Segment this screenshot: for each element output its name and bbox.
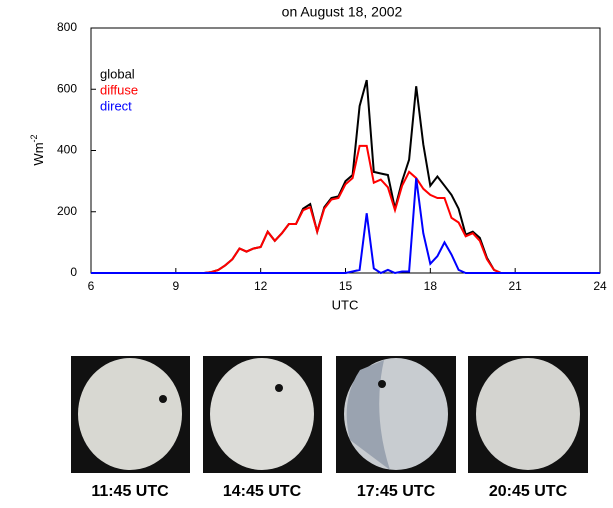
- y-tick-label: 800: [57, 20, 77, 34]
- sun-shade: [159, 395, 167, 403]
- y-tick-label: 200: [57, 204, 77, 218]
- x-tick-label: 24: [593, 279, 607, 293]
- y-tick-label: 400: [57, 143, 77, 157]
- y-tick-label: 600: [57, 81, 77, 95]
- x-tick-label: 21: [508, 279, 522, 293]
- sky-dome: [210, 358, 314, 470]
- series-line: [91, 144, 600, 274]
- sun-shade: [275, 384, 283, 392]
- cloud-shadow: [346, 360, 390, 470]
- chart-title: on August 18, 2002: [282, 4, 403, 20]
- x-tick-label: 15: [339, 279, 353, 293]
- sun-shade: [378, 380, 386, 388]
- photo-caption: 11:45 UTC: [91, 483, 169, 500]
- photo-caption: 17:45 UTC: [357, 483, 436, 500]
- legend-entry: direct: [100, 98, 132, 113]
- photos: [71, 356, 588, 473]
- x-tick-label: 18: [424, 279, 438, 293]
- x-tick-label: 6: [88, 279, 95, 293]
- x-axis-label: UTC: [332, 297, 359, 312]
- y-axis-label: Wm-2: [29, 134, 46, 165]
- photo-caption: 14:45 UTC: [223, 483, 302, 500]
- legend-entry: global: [100, 66, 135, 81]
- series-line: [91, 177, 600, 275]
- x-tick-label: 9: [172, 279, 179, 293]
- x-tick-label: 12: [254, 279, 268, 293]
- series-line: [91, 79, 600, 274]
- y-axis-label-base: Wm: [31, 142, 46, 165]
- legend-entry: diffuse: [100, 82, 138, 97]
- sky-dome: [78, 358, 182, 470]
- y-tick-label: 0: [70, 265, 77, 279]
- y-axis-label-sup: -2: [29, 134, 39, 142]
- photo-caption: 20:45 UTC: [489, 483, 568, 500]
- sky-dome: [476, 358, 580, 470]
- plot-frame: [90, 27, 601, 274]
